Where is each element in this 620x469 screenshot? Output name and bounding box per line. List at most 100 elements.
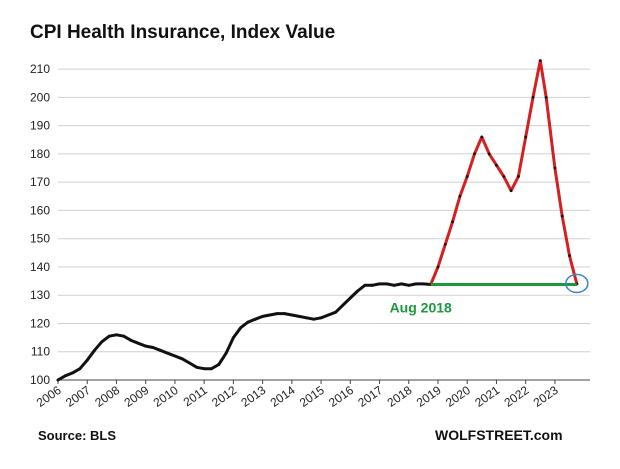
data-point [100, 340, 104, 344]
data-point [136, 341, 140, 345]
x-tick-label: 2016 [326, 383, 356, 410]
data-point [56, 378, 60, 382]
data-point [290, 313, 294, 317]
data-point [224, 351, 228, 355]
data-point [516, 175, 520, 178]
x-tick-label: 2013 [238, 383, 268, 410]
data-point [414, 282, 418, 286]
x-tick-label: 2014 [268, 383, 298, 410]
data-point [538, 59, 542, 63]
data-point [231, 336, 235, 340]
data-point [341, 303, 345, 307]
y-tick-label: 180 [30, 147, 50, 161]
y-tick-label: 190 [30, 119, 50, 133]
data-point [268, 313, 272, 317]
data-point [180, 357, 184, 361]
data-point [283, 312, 286, 315]
data-point [239, 326, 243, 330]
highlight-circle [565, 273, 589, 294]
data-point [202, 367, 206, 371]
y-tick-label: 170 [30, 175, 50, 189]
data-point [465, 175, 469, 178]
data-point [531, 95, 535, 99]
data-point [85, 358, 89, 362]
x-tick-label: 2009 [122, 383, 152, 410]
data-point [480, 135, 484, 139]
data-point [115, 333, 118, 337]
data-point [71, 371, 75, 375]
y-tick-label: 140 [30, 260, 50, 274]
y-tick-label: 110 [31, 345, 50, 359]
series-line-after-aug-2018 [429, 59, 579, 286]
chart-title: CPI Health Insurance, Index Value [30, 22, 335, 43]
data-point [173, 354, 177, 358]
x-tick-label: 2018 [385, 383, 415, 410]
x-tick-label: 2007 [63, 383, 93, 410]
data-point [421, 282, 425, 286]
data-point [129, 339, 133, 342]
data-point [451, 220, 455, 224]
data-point [144, 344, 148, 348]
reference-label: Aug 2018 [390, 299, 452, 315]
y-axis: 100 110 120 130 140 150 160 170 180 190 200 210 [30, 62, 50, 387]
data-point [502, 175, 506, 178]
x-tick-label: 2017 [355, 383, 385, 410]
data-point [93, 348, 96, 352]
data-point [261, 315, 265, 318]
data-point [210, 367, 213, 371]
data-point [407, 283, 411, 287]
data-point [544, 95, 548, 99]
x-tick-label: 2012 [209, 383, 239, 410]
data-point [509, 189, 513, 193]
gridlines [58, 68, 590, 381]
y-tick-label: 130 [30, 288, 50, 302]
data-point [356, 289, 360, 293]
data-point [443, 242, 447, 246]
x-tick-label: 2019 [414, 383, 444, 410]
data-point [166, 351, 170, 355]
data-point [217, 363, 221, 366]
data-point [400, 282, 403, 286]
data-point [385, 282, 389, 286]
data-point [370, 283, 374, 287]
data-point [246, 320, 250, 324]
data-point [63, 374, 67, 378]
data-point [392, 283, 396, 287]
data-point [253, 317, 257, 321]
data-point [363, 283, 367, 287]
data-point [348, 296, 352, 300]
data-point [553, 166, 557, 170]
data-point [560, 214, 564, 218]
y-tick-label: 210 [30, 62, 50, 76]
data-point [334, 310, 338, 314]
data-point [326, 313, 330, 317]
data-point [319, 316, 323, 320]
data-point [312, 317, 316, 321]
data-point [275, 312, 279, 315]
source-label: Source: BLS [38, 428, 116, 443]
x-tick-label: 2022 [502, 383, 532, 410]
data-point [195, 365, 199, 369]
x-tick-label: 2010 [151, 383, 181, 410]
x-tick-label: 2021 [472, 383, 502, 410]
data-point [158, 348, 162, 352]
data-point [378, 282, 381, 286]
series-line-before-aug-2018 [56, 282, 433, 382]
y-tick-label: 200 [30, 90, 50, 104]
x-tick-label: 2008 [92, 383, 122, 410]
data-point [188, 361, 191, 365]
data-point [458, 194, 462, 198]
y-tick-label: 120 [30, 316, 50, 330]
data-point [436, 265, 440, 269]
x-tick-label: 2023 [531, 383, 561, 410]
data-point [568, 254, 571, 258]
x-tick-label: 2020 [443, 383, 473, 410]
brand-label: WOLFSTREET.com [435, 427, 563, 443]
data-point [107, 334, 111, 338]
series-group [56, 59, 579, 382]
data-point [524, 135, 528, 139]
data-point [151, 346, 155, 349]
data-point [297, 315, 301, 318]
x-axis: 2006 2007 2008 2009 2010 2011 2012 2013 2014 2015… [34, 379, 590, 410]
